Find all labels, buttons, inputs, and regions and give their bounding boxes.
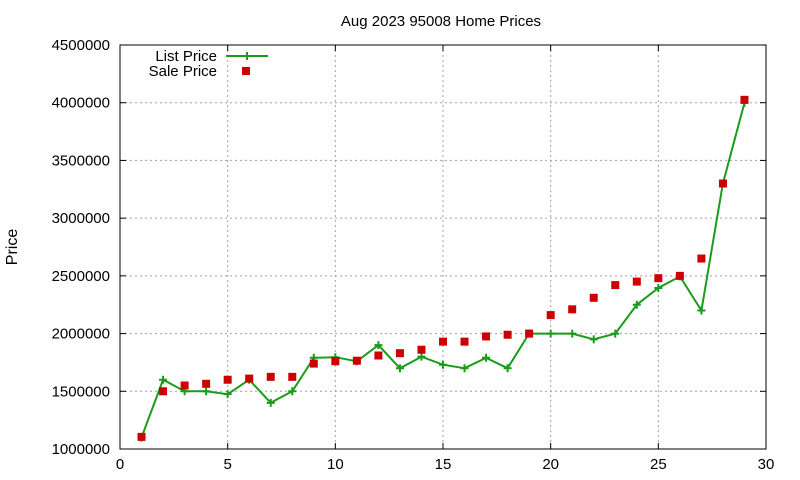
- sale-price-point: [266, 372, 275, 381]
- y-tick-label: 1000000: [52, 441, 110, 458]
- grid-lines: [120, 45, 766, 449]
- y-tick-label: 1500000: [52, 383, 110, 400]
- legend-label-list-price: List Price: [155, 48, 217, 65]
- x-tick-label: 30: [758, 456, 775, 473]
- y-tick-label: 4000000: [52, 95, 110, 112]
- y-tick-label: 3500000: [52, 152, 110, 169]
- sale-price-point: [352, 356, 361, 365]
- list-price-point: [395, 364, 404, 373]
- sale-price-point: [654, 274, 663, 283]
- sale-price-point: [568, 305, 577, 314]
- list-price-point: [374, 341, 383, 350]
- sale-price-point: [245, 374, 254, 383]
- sale-price-point: [439, 337, 447, 346]
- sale-price-point: [202, 379, 211, 388]
- list-price-point: [439, 360, 447, 369]
- sale-price-point: [718, 179, 727, 188]
- legend-marker-list-price: [243, 52, 251, 60]
- list-price-point: [417, 352, 426, 361]
- sale-price-point: [288, 372, 297, 381]
- x-tick-label: 0: [116, 456, 124, 473]
- sale-price-point: [395, 349, 404, 358]
- list-price-point: [288, 387, 297, 396]
- legend-label-sale-price: Sale Price: [149, 63, 217, 80]
- list-price-point: [202, 387, 211, 396]
- sale-price-point: [417, 345, 426, 354]
- list-price-point: [266, 398, 275, 407]
- y-axis-label: Price: [4, 229, 21, 266]
- list-price-point: [460, 364, 469, 373]
- sale-price-point: [137, 432, 146, 441]
- list-price-point: [159, 375, 168, 384]
- list-price-point: [568, 329, 577, 338]
- sale-price-point: [525, 329, 534, 338]
- sale-price-point: [331, 357, 340, 366]
- sale-price-point: [503, 330, 512, 339]
- sale-price-point: [482, 332, 491, 341]
- y-tick-label: 3000000: [52, 210, 110, 227]
- list-price-point: [546, 329, 555, 338]
- y-tick-label: 2500000: [52, 268, 110, 285]
- list-price-point: [503, 364, 512, 373]
- y-tick-label: 2000000: [52, 326, 110, 343]
- sale-price-point: [180, 381, 189, 390]
- list-price-point: [589, 335, 598, 344]
- y-tick-label: 4500000: [52, 37, 110, 54]
- list-price-point: [654, 283, 663, 292]
- sale-price-point: [675, 271, 684, 280]
- legend: List Price Sale Price: [149, 48, 268, 80]
- list-price-point: [632, 300, 641, 309]
- sale-price-point: [223, 375, 232, 384]
- x-tick-label: 25: [650, 456, 667, 473]
- sale-price-point: [632, 277, 641, 286]
- x-tick-label: 10: [327, 456, 344, 473]
- sale-price-point: [697, 254, 706, 263]
- x-tick-label: 15: [435, 456, 452, 473]
- sale-price-point: [589, 293, 598, 302]
- x-tick-label: 5: [223, 456, 231, 473]
- list-price-point: [482, 353, 491, 362]
- list-price-point: [611, 329, 620, 338]
- x-tick-label: 20: [542, 456, 559, 473]
- sale-price-point: [309, 359, 318, 368]
- list-price-point: [697, 306, 706, 315]
- sale-price-point: [460, 337, 469, 346]
- sale-price-point: [611, 281, 620, 290]
- sale-price-point: [740, 95, 749, 104]
- legend-marker-sale-price: [242, 67, 250, 75]
- sale-price-point: [374, 351, 383, 360]
- list-price-point: [223, 390, 232, 399]
- axis-ticks: 0 5 10 15 20 25 30 1000000 1500000 2000000 2500000…: [52, 37, 775, 473]
- chart-title: Aug 2023 95008 Home Prices: [341, 13, 541, 30]
- sale-price-point: [159, 387, 168, 396]
- series-layer: [137, 95, 749, 442]
- sale-price-point: [546, 311, 555, 320]
